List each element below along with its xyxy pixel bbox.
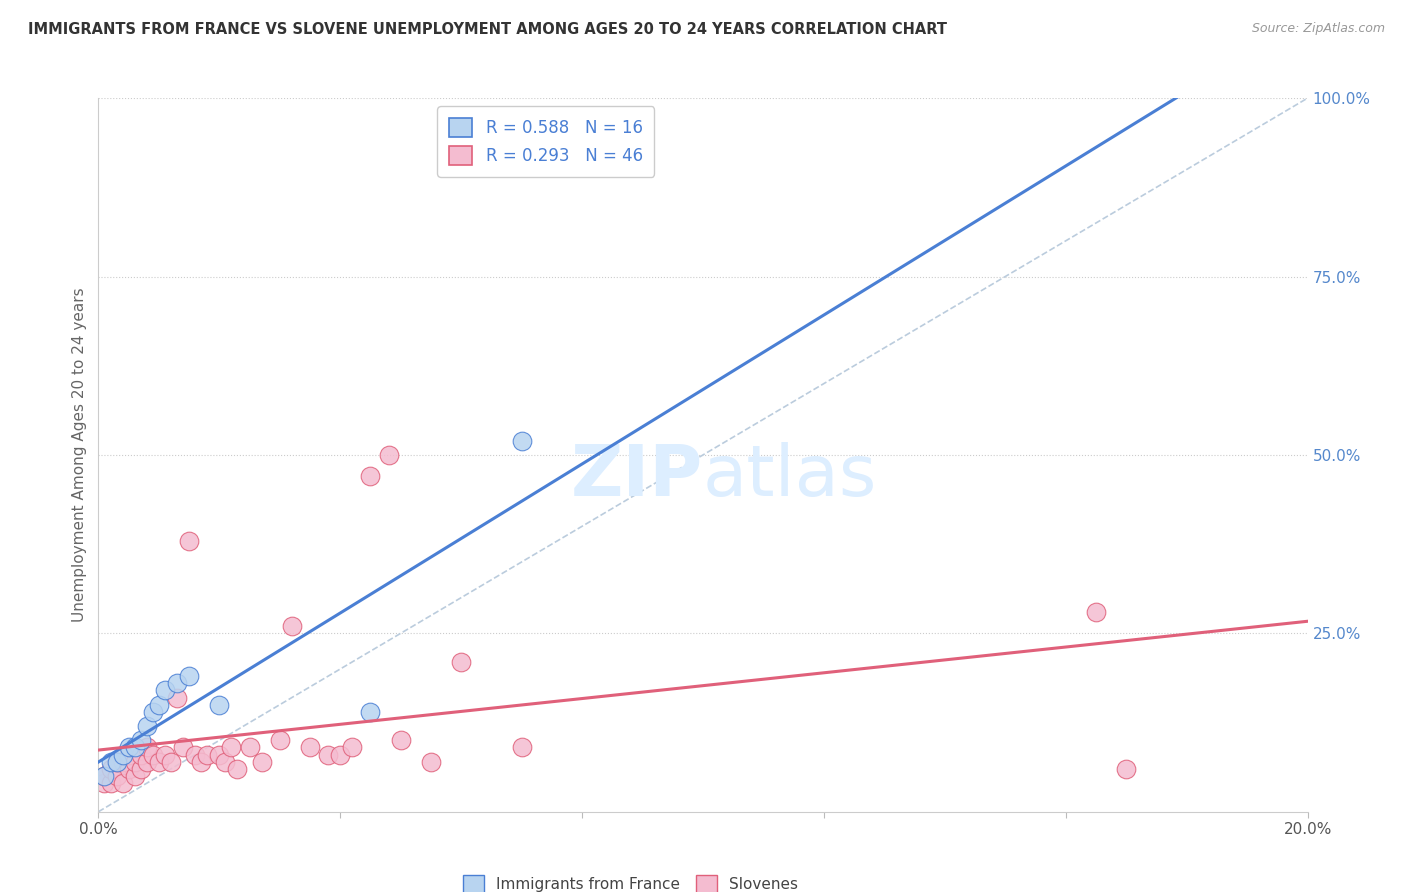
Point bbox=[166, 676, 188, 690]
Point bbox=[129, 733, 152, 747]
Point bbox=[195, 747, 218, 762]
Point bbox=[510, 434, 533, 448]
Point bbox=[299, 740, 322, 755]
Point bbox=[221, 740, 243, 755]
Point bbox=[124, 769, 146, 783]
Point bbox=[111, 776, 134, 790]
Point bbox=[129, 747, 152, 762]
Point bbox=[129, 762, 152, 776]
Point bbox=[148, 755, 170, 769]
Point bbox=[208, 698, 231, 712]
Text: ZIP: ZIP bbox=[571, 442, 703, 511]
Point bbox=[510, 740, 533, 755]
Point bbox=[111, 747, 134, 762]
Point bbox=[377, 448, 399, 462]
Point bbox=[118, 762, 141, 776]
Point bbox=[160, 755, 183, 769]
Point bbox=[135, 740, 157, 755]
Point bbox=[111, 755, 134, 769]
Point bbox=[105, 755, 128, 769]
Point bbox=[420, 755, 443, 769]
Point bbox=[100, 762, 122, 776]
Point bbox=[179, 533, 201, 548]
Point bbox=[450, 655, 472, 669]
Point bbox=[135, 755, 157, 769]
Point bbox=[93, 769, 115, 783]
Legend: Immigrants from France, Slovenes: Immigrants from France, Slovenes bbox=[457, 870, 804, 892]
Text: Source: ZipAtlas.com: Source: ZipAtlas.com bbox=[1251, 22, 1385, 36]
Point bbox=[105, 755, 128, 769]
Point bbox=[329, 747, 352, 762]
Point bbox=[360, 705, 382, 719]
Point bbox=[142, 705, 165, 719]
Point bbox=[250, 755, 273, 769]
Point bbox=[214, 755, 236, 769]
Point bbox=[226, 762, 249, 776]
Point bbox=[153, 747, 176, 762]
Point bbox=[190, 755, 212, 769]
Point bbox=[105, 769, 128, 783]
Point bbox=[389, 733, 412, 747]
Point bbox=[93, 776, 115, 790]
Y-axis label: Unemployment Among Ages 20 to 24 years: Unemployment Among Ages 20 to 24 years bbox=[72, 287, 87, 623]
Point bbox=[135, 719, 157, 733]
Point bbox=[124, 740, 146, 755]
Point bbox=[360, 469, 382, 483]
Point bbox=[142, 747, 165, 762]
Point bbox=[269, 733, 291, 747]
Point bbox=[281, 619, 304, 633]
Point bbox=[1085, 605, 1108, 619]
Point bbox=[179, 669, 201, 683]
Point bbox=[118, 740, 141, 755]
Text: IMMIGRANTS FROM FRANCE VS SLOVENE UNEMPLOYMENT AMONG AGES 20 TO 24 YEARS CORRELA: IMMIGRANTS FROM FRANCE VS SLOVENE UNEMPL… bbox=[28, 22, 948, 37]
Point bbox=[184, 747, 207, 762]
Point bbox=[100, 776, 122, 790]
Point bbox=[166, 690, 188, 705]
Point bbox=[93, 769, 115, 783]
Point bbox=[342, 740, 364, 755]
Point bbox=[118, 747, 141, 762]
Point bbox=[239, 740, 262, 755]
Point bbox=[124, 755, 146, 769]
Point bbox=[208, 747, 231, 762]
Point bbox=[316, 747, 339, 762]
Text: atlas: atlas bbox=[703, 442, 877, 511]
Point bbox=[100, 755, 122, 769]
Point bbox=[148, 698, 170, 712]
Point bbox=[1115, 762, 1137, 776]
Point bbox=[153, 683, 176, 698]
Point bbox=[172, 740, 194, 755]
